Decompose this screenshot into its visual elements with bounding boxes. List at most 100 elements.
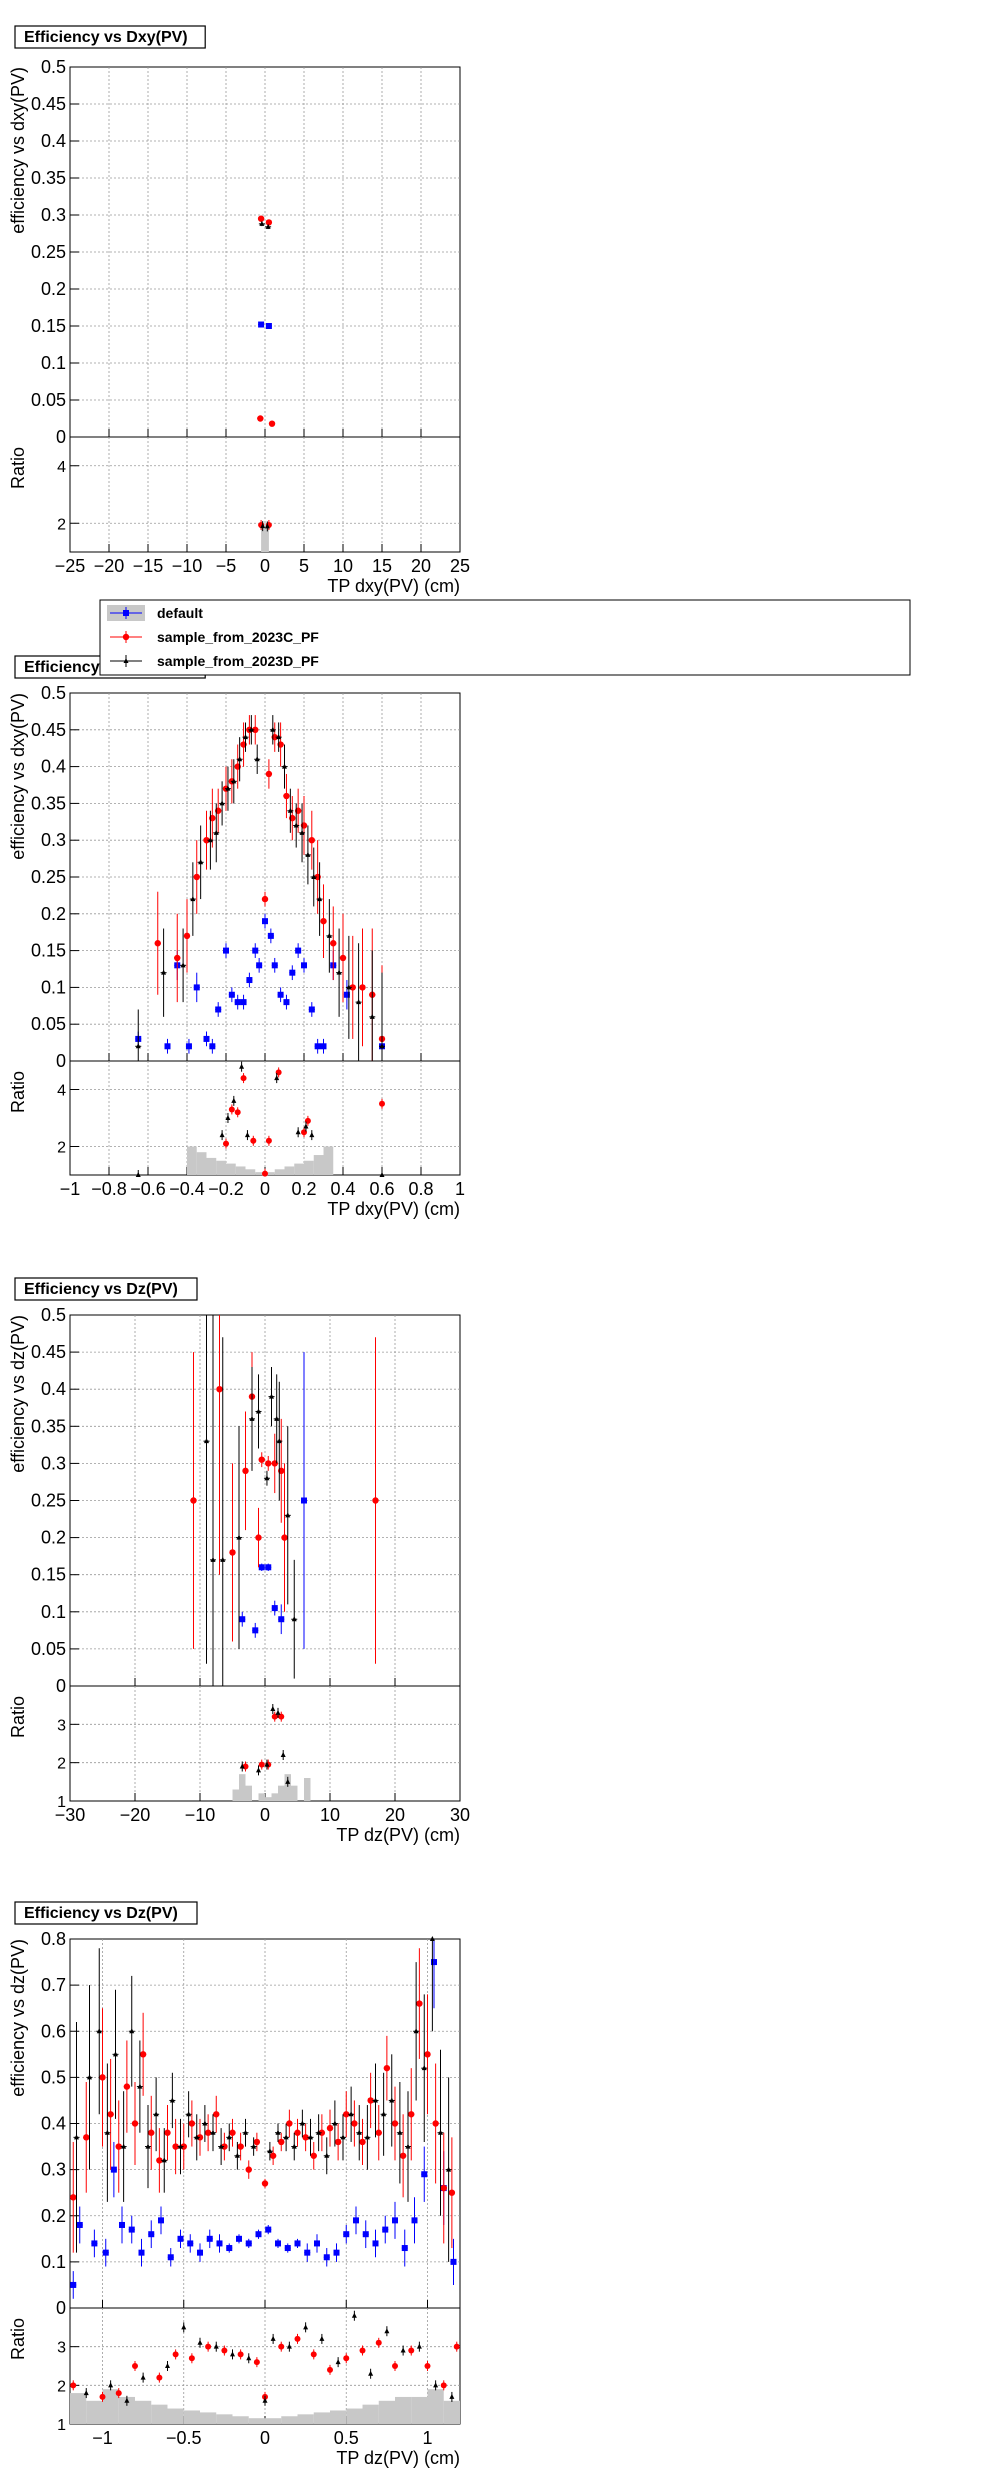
ratio-y-tick-label: 3 bbox=[57, 1717, 66, 1734]
data-point bbox=[202, 2120, 208, 2126]
data-point bbox=[391, 2120, 399, 2127]
ratio-point bbox=[440, 2382, 447, 2389]
ratio-hist-bar bbox=[443, 2400, 460, 2424]
chart-title-box bbox=[14, 25, 206, 49]
ratio-hist-bar bbox=[278, 1785, 285, 1801]
ratio-hist-bar bbox=[330, 2410, 347, 2424]
ratio-point bbox=[384, 2328, 390, 2334]
ratio-hist-bar bbox=[362, 2404, 379, 2424]
y-tick-label: 0.4 bbox=[41, 2114, 66, 2134]
data-point bbox=[226, 2245, 233, 2252]
ratio-y-tick-label: 1 bbox=[57, 1794, 66, 1811]
ratio-axis-label: Ratio bbox=[8, 2318, 28, 2360]
data-point bbox=[258, 1456, 265, 1463]
chart-panel-3: Efficiency vs Dz(PV) −30 −20 −10 0 10 20 30 0 0.0… bbox=[8, 1277, 470, 1845]
data-point bbox=[135, 1043, 141, 1049]
data-point bbox=[305, 851, 311, 857]
x-tick-label: 20 bbox=[385, 1805, 405, 1825]
x-tick-label: 10 bbox=[333, 556, 353, 576]
x-tick-label: 0.5 bbox=[334, 2428, 359, 2448]
data-point bbox=[148, 2129, 155, 2136]
ratio-point bbox=[303, 1123, 309, 1129]
data-point bbox=[174, 954, 181, 962]
y-tick-label: 0.3 bbox=[41, 2160, 66, 2180]
ratio-point bbox=[285, 1778, 291, 1784]
series-sample_from_2023D_PF bbox=[135, 715, 385, 1061]
y-axis-label: efficiency vs dz(PV) bbox=[8, 1939, 28, 2097]
ratio-hist-bar bbox=[86, 2400, 103, 2424]
data-point bbox=[236, 2235, 242, 2242]
data-point bbox=[255, 2231, 262, 2238]
y-tick-label: 0.1 bbox=[41, 353, 66, 373]
ratio-point bbox=[230, 2351, 235, 2357]
ratio-hist-bar bbox=[284, 1166, 295, 1175]
ratio-hist-bar bbox=[118, 2396, 135, 2424]
ratio-point bbox=[221, 2347, 228, 2354]
ratio-point bbox=[319, 2335, 325, 2341]
data-point bbox=[397, 2129, 403, 2135]
data-point bbox=[314, 2240, 320, 2247]
data-point bbox=[274, 1415, 280, 1421]
data-point bbox=[99, 2074, 106, 2081]
data-point bbox=[284, 2245, 291, 2252]
data-point bbox=[373, 2097, 378, 2103]
data-point bbox=[405, 2143, 411, 2149]
x-tick-label: −0.4 bbox=[169, 1179, 205, 1199]
data-point bbox=[193, 873, 200, 881]
data-point bbox=[269, 2152, 277, 2159]
ratio-hist-bar bbox=[378, 2400, 395, 2424]
ratio-point bbox=[262, 1170, 268, 1177]
chart-title: Efficiency vs Dxy(PV) bbox=[24, 29, 188, 46]
data-point bbox=[351, 2120, 358, 2127]
data-point bbox=[308, 837, 315, 844]
data-point bbox=[131, 2120, 139, 2127]
data-point bbox=[276, 734, 282, 740]
data-point bbox=[261, 2180, 269, 2187]
ratio-point bbox=[83, 2390, 89, 2396]
x-tick-label: 25 bbox=[450, 556, 470, 576]
series-sample_from_2023C_PF bbox=[70, 1948, 456, 2253]
ratio-hist-bar bbox=[297, 2414, 314, 2424]
data-point bbox=[265, 1564, 272, 1571]
ratio-point bbox=[351, 2312, 357, 2318]
data-point bbox=[256, 962, 263, 969]
data-point bbox=[188, 2120, 196, 2127]
data-point bbox=[229, 1549, 236, 1556]
data-point bbox=[74, 2134, 79, 2140]
ratio-hist-bar bbox=[265, 1172, 275, 1175]
x-tick-label: −1 bbox=[92, 2428, 113, 2448]
ratio-hist-bar bbox=[291, 1785, 298, 1801]
data-point bbox=[137, 2083, 143, 2089]
y-axis-label: efficiency vs dxy(PV) bbox=[8, 693, 28, 860]
legend-label: sample_from_2023D_PF bbox=[157, 653, 319, 669]
data-point bbox=[139, 2051, 147, 2058]
y-tick-label: 0 bbox=[56, 2298, 66, 2318]
data-point bbox=[204, 1438, 209, 1444]
data-point bbox=[446, 2166, 452, 2172]
x-tick-label: 0 bbox=[260, 1179, 270, 1199]
data-point bbox=[264, 1475, 270, 1481]
data-point bbox=[356, 999, 362, 1005]
x-tick-label: −0.5 bbox=[166, 2428, 202, 2448]
data-point bbox=[291, 2143, 297, 2149]
ratio-point bbox=[379, 1100, 385, 1107]
ratio-point bbox=[275, 1709, 281, 1715]
data-point bbox=[413, 2028, 419, 2034]
data-point bbox=[392, 2217, 398, 2224]
ratio-point bbox=[379, 1172, 385, 1177]
data-point bbox=[408, 2111, 415, 2118]
data-point bbox=[314, 1043, 321, 1050]
series-default bbox=[239, 1352, 307, 1649]
ratio-hist-bar bbox=[216, 1160, 226, 1175]
data-point bbox=[107, 2111, 114, 2118]
y-tick-label: 0.25 bbox=[31, 867, 66, 887]
data-point bbox=[379, 1043, 385, 1049]
ratio-hist-bar bbox=[411, 2396, 428, 2424]
ratio-hist-bar bbox=[245, 1169, 256, 1175]
ratio-point bbox=[278, 2343, 285, 2350]
data-point bbox=[294, 2129, 301, 2136]
ratio-point bbox=[188, 2355, 195, 2362]
data-point bbox=[271, 962, 278, 969]
data-point bbox=[248, 726, 254, 732]
y-tick-label: 0.4 bbox=[41, 757, 66, 777]
